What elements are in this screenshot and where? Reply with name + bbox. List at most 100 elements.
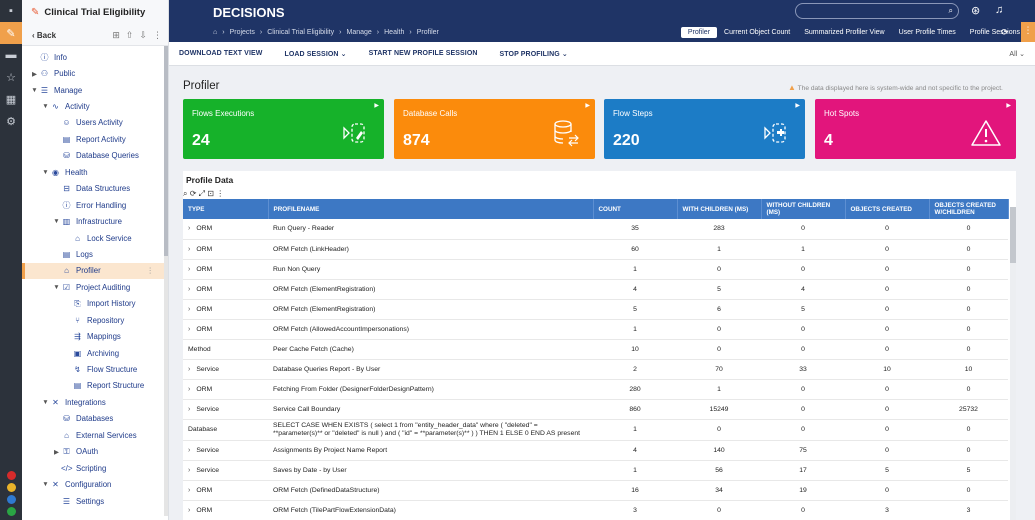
column-header[interactable]: OBJECTS CREATED W/CHILDREN: [929, 199, 1009, 219]
download-text-view-button[interactable]: DOWNLOAD TEXT VIEW: [179, 50, 263, 57]
sidebar-item-error-handling[interactable]: ⓘ Error Handling: [22, 197, 168, 213]
sidebar-item-activity[interactable]: ▼ ∿ Activity: [22, 98, 168, 114]
expand-row-icon[interactable]: ›: [188, 305, 191, 313]
expand-row-icon[interactable]: ›: [188, 386, 191, 394]
all-filter-dropdown[interactable]: All ⌄: [1009, 51, 1025, 58]
table-row[interactable]: › ORM ORM Fetch (LinkHeader) 60 1 1 0 0: [183, 239, 1008, 260]
add-folder-icon[interactable]: ⊞: [112, 29, 120, 40]
tab-summarized-profiler-view[interactable]: Summarized Profiler View: [804, 29, 885, 36]
sidebar-item-report-activity[interactable]: ▤ Report Activity: [22, 131, 168, 147]
sidebar-item-mappings[interactable]: ⇶ Mappings: [22, 328, 168, 344]
chevron-down-icon[interactable]: ▼: [53, 218, 60, 226]
expand-row-icon[interactable]: ›: [188, 506, 191, 514]
sidebar-item-integrations[interactable]: ▼ ✕ Integrations: [22, 394, 168, 410]
column-header[interactable]: WITH CHILDREN (MS): [677, 199, 762, 219]
sidebar-item-repository[interactable]: ⑂ Repository: [22, 312, 168, 328]
table-row[interactable]: › ORM ORM Fetch (AllowedAccountImpersonati…: [183, 319, 1008, 341]
expand-row-icon[interactable]: ›: [188, 366, 191, 374]
table-row[interactable]: › Service Service Call Boundary 860 15249 0 0 2…: [183, 399, 1008, 421]
table-row[interactable]: Method Peer Cache Fetch (Cache) 10 0 0 0 0: [183, 339, 1008, 361]
warning-status-icon[interactable]: [6, 483, 16, 492]
sidebar-item-database-queries[interactable]: ⛁ Database Queries: [22, 148, 168, 164]
column-header[interactable]: PROFILENAME: [268, 199, 594, 219]
import-icon[interactable]: ⇩: [139, 29, 147, 40]
table-row[interactable]: › ORM ORM Fetch (TilePartFlowExtensionData…: [183, 500, 1008, 520]
chevron-right-icon[interactable]: ▶: [54, 448, 59, 456]
sidebar-item-scripting[interactable]: </> Scripting: [22, 460, 168, 476]
folder-icon[interactable]: ▬: [5, 49, 17, 61]
sidebar-item-lock-service[interactable]: ⌂ Lock Service: [22, 230, 168, 246]
expand-row-icon[interactable]: ›: [188, 486, 191, 494]
expand-row-icon[interactable]: ›: [188, 326, 191, 334]
table-row[interactable]: › Service Saves by Date - by User 1 56 17 5 5: [183, 460, 1008, 481]
expand-row-icon[interactable]: ›: [188, 285, 191, 293]
sidebar-item-flow-structure[interactable]: ↯ Flow Structure: [22, 361, 168, 377]
table-row[interactable]: › ORM ORM Fetch (ElementRegistration) 4 5 4 0 0: [183, 279, 1008, 300]
back-button[interactable]: ‹ Back: [32, 30, 57, 40]
tab-profiler[interactable]: Profiler: [680, 27, 718, 38]
search-icon[interactable]: ⌕: [948, 6, 953, 15]
sidebar-item-import-history[interactable]: ⎘ Import History: [22, 296, 168, 312]
expand-row-icon[interactable]: ›: [188, 466, 191, 474]
sidebar-item-profiler[interactable]: ⌂ Profiler ⋮: [22, 262, 168, 280]
home-icon[interactable]: ⌂: [213, 29, 218, 36]
column-header[interactable]: OBJECTS CREATED: [845, 199, 930, 219]
more-icon[interactable]: ⋮: [216, 189, 225, 198]
sidebar-item-users-activity[interactable]: ☺ Users Activity: [22, 115, 168, 131]
expand-row-icon[interactable]: ›: [188, 225, 191, 233]
sidebar-item-external-services[interactable]: ⌂ External Services: [22, 427, 168, 443]
table-scrollbar[interactable]: [1010, 207, 1016, 520]
chevron-right-icon[interactable]: ▶: [32, 70, 37, 78]
search-icon[interactable]: ⌕: [183, 189, 188, 198]
expand-row-icon[interactable]: ›: [188, 245, 191, 253]
sidebar-item-public[interactable]: ▶ ⚇ Public: [22, 65, 168, 81]
tab-profile-sessions[interactable]: Profile Sessions: [969, 29, 1020, 36]
tab-user-profile-times[interactable]: User Profile Times: [898, 29, 956, 36]
chevron-down-icon[interactable]: ▼: [42, 481, 49, 489]
sidebar-item-data-structures[interactable]: ⊟ Data Structures: [22, 181, 168, 197]
expand-icon[interactable]: ⤢: [198, 189, 206, 198]
sidebar-item-logs[interactable]: ▤ Logs: [22, 246, 168, 262]
sidebar-item-info[interactable]: ⓘ Info: [22, 49, 168, 65]
column-header[interactable]: COUNT: [593, 199, 678, 219]
sidebar-item-databases[interactable]: ⛁ Databases: [22, 411, 168, 427]
sidebar-item-settings[interactable]: ☰ Settings: [22, 493, 168, 509]
refresh-icon[interactable]: ⟳: [1001, 27, 1009, 37]
table-row[interactable]: › ORM Run Query - Reader 35 283 0 0 0: [183, 219, 1008, 240]
sidebar-item-health[interactable]: ▼ ◉ Health: [22, 164, 168, 180]
breadcrumb-item[interactable]: Clinical Trial Eligibility: [267, 29, 335, 36]
card-flows-executions[interactable]: ▶ Flows Executions 24: [183, 99, 384, 159]
table-row[interactable]: › Service Assignments By Project Name Repo…: [183, 440, 1008, 461]
sidebar-item-manage[interactable]: ▼ ☰ Manage: [22, 82, 168, 98]
header-more-button[interactable]: ⋮: [1021, 22, 1035, 42]
breadcrumb-item[interactable]: Projects: [229, 29, 255, 36]
table-row[interactable]: › ORM ORM Fetch (ElementRegistration) 5 6 5 0 0: [183, 299, 1008, 320]
sidebar-item-infrastructure[interactable]: ▼ ▥ Infrastructure: [22, 213, 168, 229]
more-icon[interactable]: ⋮: [153, 29, 162, 40]
start-profile-session-button[interactable]: START NEW PROFILE SESSION: [368, 50, 478, 57]
table-row[interactable]: › ORM ORM Fetch (DefinedDataStructure) 16 34…: [183, 480, 1008, 501]
breadcrumb-item[interactable]: Health: [384, 29, 405, 36]
breadcrumb-item[interactable]: Manage: [346, 29, 372, 36]
search-input[interactable]: ⌕: [795, 3, 959, 19]
export-icon[interactable]: ⊡: [207, 189, 214, 198]
load-session-dropdown[interactable]: LOAD SESSION ⌄: [284, 50, 347, 58]
account-icon[interactable]: ⊛: [971, 5, 981, 17]
card-hot-spots[interactable]: ▶ Hot Spots 4: [815, 99, 1016, 159]
sidebar-item-configuration[interactable]: ▼ ✕ Configuration: [22, 476, 168, 492]
chevron-down-icon[interactable]: ▼: [42, 168, 49, 176]
column-header[interactable]: WITHOUT CHILDREN (MS): [761, 199, 846, 219]
sidebar-item-archiving[interactable]: ▣ Archiving: [22, 345, 168, 361]
chevron-down-icon[interactable]: ▼: [42, 103, 49, 111]
table-row[interactable]: › ORM Run Non Query 1 0 0 0 0: [183, 259, 1008, 280]
sidebar-item-report-structure[interactable]: ▤ Report Structure: [22, 378, 168, 394]
item-more-icon[interactable]: ⋮: [146, 266, 154, 276]
breadcrumb-item[interactable]: Profiler: [416, 29, 439, 36]
column-header[interactable]: TYPE: [183, 199, 269, 219]
sidebar-item-oauth[interactable]: ▶ ⚿ OAuth: [22, 444, 168, 460]
gear-icon[interactable]: ⚙: [6, 115, 16, 128]
refresh-icon[interactable]: ⟳: [189, 189, 197, 198]
ok-status-icon[interactable]: [6, 507, 16, 516]
chevron-down-icon[interactable]: ▼: [31, 86, 38, 94]
info-status-icon[interactable]: [6, 495, 16, 504]
